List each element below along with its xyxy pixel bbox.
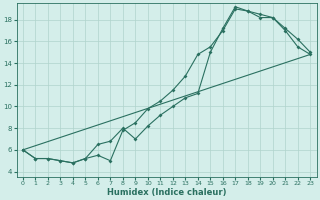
X-axis label: Humidex (Indice chaleur): Humidex (Indice chaleur) bbox=[107, 188, 226, 197]
